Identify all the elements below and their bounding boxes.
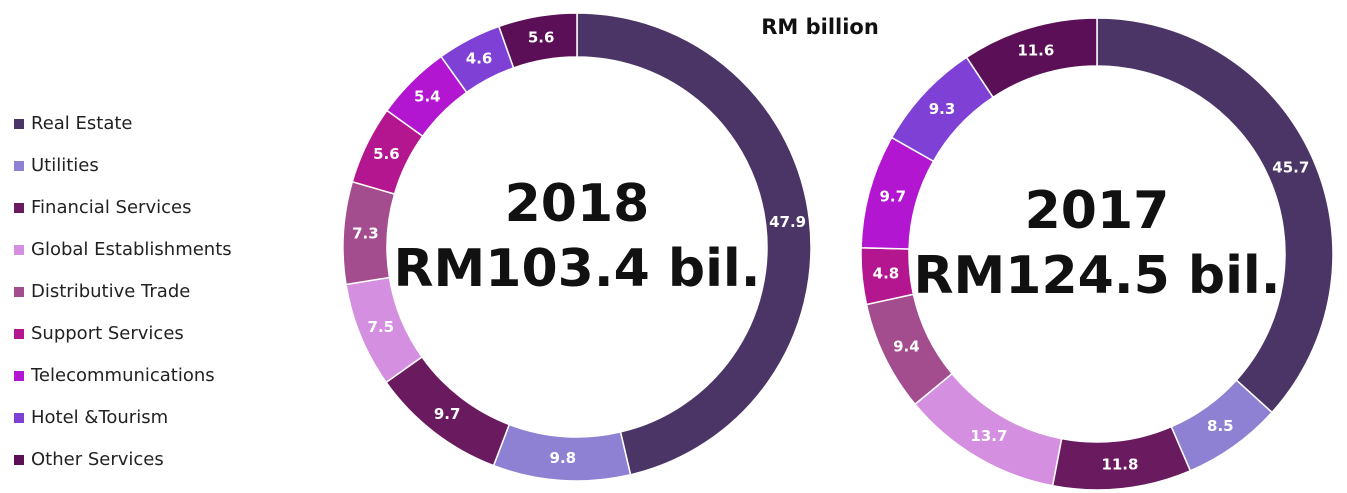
data-label: 13.7 [970,427,1007,445]
center-year: 2018 [505,174,650,234]
legend-label: Global Establishments [31,239,232,260]
donut-slice [576,12,812,476]
legend-swatch [14,371,24,381]
data-label: 5.6 [373,145,400,163]
center-total: RM103.4 bil. [394,239,761,299]
data-label: 7.3 [352,225,379,243]
data-label: 11.6 [1017,42,1054,60]
legend-swatch [14,119,24,129]
legend-label: Support Services [31,323,184,344]
data-label: 9.7 [434,405,461,423]
legend-swatch [14,161,24,171]
data-label: 9.4 [893,337,920,355]
legend-swatch [14,329,24,339]
donut-slice [965,17,1098,99]
legend-label: Other Services [31,449,164,470]
chart-title: RM billion [761,15,879,39]
donut-slice [1096,17,1334,414]
legend-label: Distributive Trade [31,281,190,302]
legend-swatch [14,413,24,423]
data-label: 4.6 [466,49,493,67]
legend-label: Telecommunications [30,365,215,386]
data-label: 47.9 [769,213,806,231]
data-label: 5.4 [414,87,441,105]
data-label: 9.3 [929,100,956,118]
data-label: 45.7 [1272,159,1309,177]
data-label: 11.8 [1101,455,1138,473]
center-total: RM124.5 bil. [914,246,1281,306]
data-label: 4.8 [873,265,900,283]
data-label: 9.8 [550,449,577,467]
legend-label: Hotel &Tourism [31,407,168,428]
donut-slice [497,12,578,69]
data-label: 7.5 [368,318,395,336]
legend-swatch [14,203,24,213]
data-label: 8.5 [1207,417,1234,435]
data-label: 9.7 [879,188,906,206]
legend-swatch [14,287,24,297]
center-year: 2017 [1025,181,1170,241]
legend-swatch [14,455,24,465]
legend-label: Financial Services [31,197,191,218]
legend-label: Utilities [31,155,99,176]
data-label: 5.6 [528,29,555,47]
legend-label: Real Estate [31,113,133,134]
legend-swatch [14,245,24,255]
